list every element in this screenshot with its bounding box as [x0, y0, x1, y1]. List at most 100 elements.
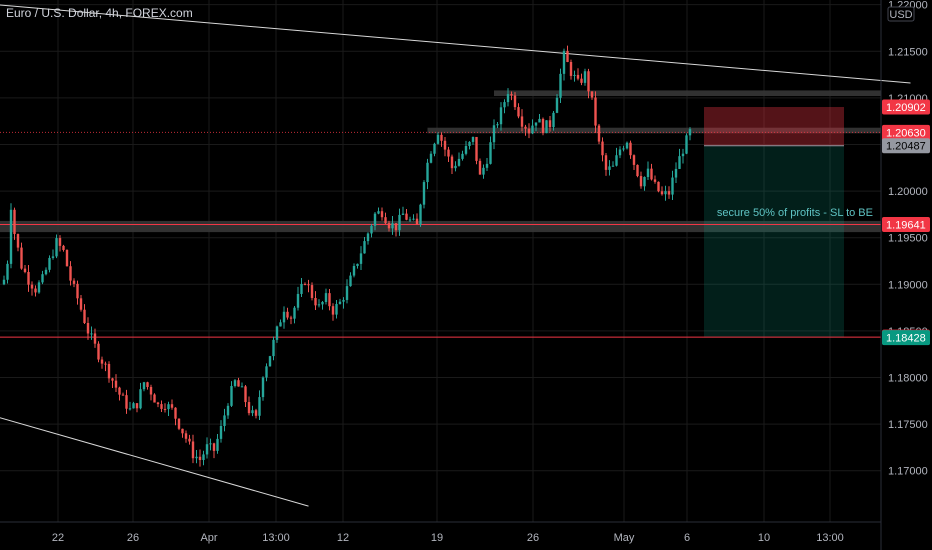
- candle-body: [356, 263, 359, 266]
- time-axis-label: May: [614, 532, 635, 544]
- candlestick-series: [2, 45, 692, 467]
- trendline[interactable]: [0, 401, 309, 507]
- time-axis-label: 13:00: [262, 532, 290, 544]
- candle-body: [79, 298, 83, 310]
- candle-body: [286, 311, 289, 318]
- candle-body: [461, 153, 464, 159]
- candle-body: [27, 271, 30, 285]
- candle-body: [93, 333, 97, 344]
- candle-body: [121, 394, 125, 396]
- candle-body: [184, 433, 188, 439]
- horizontal-lines[interactable]: [0, 131, 881, 338]
- candle-body: [608, 166, 611, 170]
- candle-body: [195, 456, 198, 459]
- sr-zone[interactable]: [427, 127, 882, 134]
- candle-body: [83, 309, 86, 323]
- candle-body: [503, 102, 506, 108]
- candle-body: [653, 179, 657, 182]
- candle-body: [251, 410, 254, 414]
- candle-body: [324, 293, 328, 302]
- candle-body: [321, 301, 324, 305]
- candle-body: [86, 322, 90, 334]
- candle-body: [363, 241, 366, 254]
- candle-body: [205, 444, 209, 455]
- candle-body: [580, 78, 583, 83]
- candle-body: [90, 333, 93, 335]
- candle-body: [48, 257, 51, 270]
- candle-body: [62, 245, 65, 250]
- candle-body: [100, 359, 104, 364]
- currency-badge[interactable]: [887, 6, 915, 22]
- candle-body: [153, 394, 156, 403]
- time-axis-label: 6: [684, 532, 690, 544]
- candle-body: [244, 386, 247, 403]
- candle-body: [293, 307, 296, 319]
- candle-body: [55, 238, 58, 257]
- candle-body: [114, 380, 118, 388]
- trendlines[interactable]: [0, 0, 911, 507]
- price-axis-label: 1.18000: [888, 373, 928, 385]
- candle-body: [562, 50, 566, 74]
- horizontal-zones[interactable]: [0, 90, 882, 233]
- trendline[interactable]: [0, 0, 911, 84]
- candle-body: [233, 380, 237, 387]
- candle-body: [370, 225, 373, 234]
- candle-body: [223, 415, 226, 426]
- candle-body: [482, 167, 485, 175]
- candle-body: [475, 136, 478, 161]
- candle-body: [149, 386, 153, 395]
- candle-body: [160, 404, 163, 409]
- candle-body: [590, 91, 594, 98]
- candle-body: [524, 126, 527, 129]
- candle-body: [72, 280, 76, 284]
- candle-body: [23, 268, 27, 272]
- take-profit-zone[interactable]: [704, 145, 844, 338]
- candle-body: [398, 214, 401, 231]
- candle-body: [618, 149, 622, 156]
- stop-loss-zone[interactable]: [704, 107, 844, 146]
- time-axis-label: Apr: [200, 532, 217, 544]
- candle-body: [569, 61, 573, 76]
- trade-annotation-text[interactable]: secure 50% of profits - SL to BE: [717, 207, 873, 219]
- candle-body: [177, 418, 181, 429]
- candle-body: [433, 143, 436, 154]
- price-axis-label: 1.17500: [888, 419, 928, 431]
- candle-body: [342, 299, 345, 302]
- candle-body: [548, 120, 552, 128]
- annotations[interactable]: secure 50% of profits - SL to BE: [717, 207, 873, 219]
- candle-body: [170, 404, 174, 408]
- candle-body: [622, 148, 625, 150]
- candle-body: [310, 285, 314, 298]
- time-axis-label: 13:00: [816, 532, 844, 544]
- candle-body: [258, 397, 261, 416]
- time-axis-label: 26: [527, 532, 539, 544]
- price-tag: [882, 99, 930, 115]
- price-tag-label: 1.18428: [886, 333, 926, 345]
- candle-body: [289, 317, 293, 319]
- candle-body: [317, 304, 321, 306]
- candle-body: [412, 218, 415, 220]
- candle-body: [450, 156, 454, 169]
- candle-body: [268, 356, 272, 367]
- price-tag: [882, 138, 930, 154]
- price-tag-label: 1.20487: [886, 141, 926, 153]
- candle-body: [188, 438, 191, 442]
- candle-body: [6, 263, 9, 280]
- candle-body: [394, 223, 398, 231]
- candle-body: [671, 177, 674, 195]
- candle-body: [422, 182, 426, 205]
- time-axis-label: 26: [127, 532, 139, 544]
- time-axis[interactable]: 22 26 Apr 13:00 12 19 26 May 6 10 13:00: [52, 532, 844, 544]
- candle-body: [240, 386, 244, 388]
- candle-body: [69, 266, 72, 281]
- candle-body: [545, 120, 548, 134]
- candle-body: [359, 253, 363, 264]
- short-position-tool[interactable]: [704, 107, 844, 338]
- sr-zone[interactable]: [494, 90, 881, 97]
- price-axis-label: 1.21500: [888, 46, 928, 58]
- candle-body: [639, 176, 643, 187]
- time-axis-label: 22: [52, 532, 64, 544]
- sr-zone[interactable]: [0, 220, 881, 233]
- candle-body: [142, 382, 146, 390]
